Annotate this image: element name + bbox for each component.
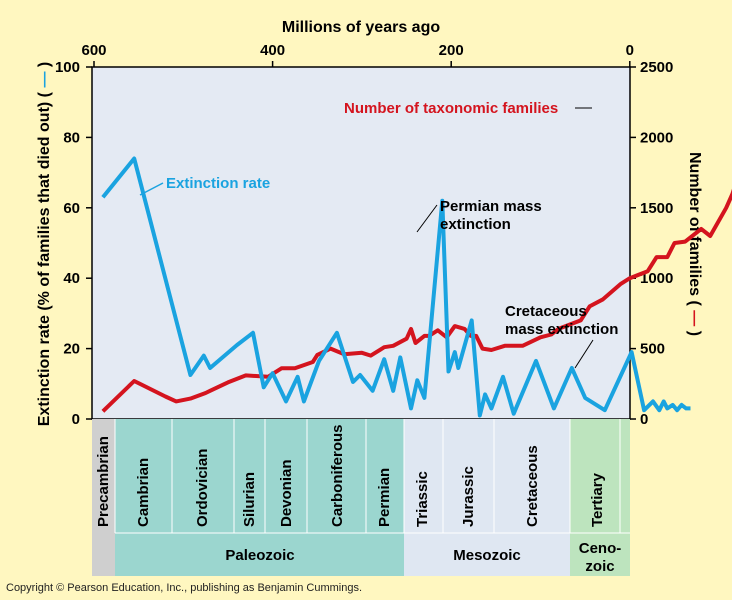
left-tick-label: 80 (63, 129, 80, 146)
period-labels: Precambrian Cambrian Ordovician Silurian Dev… (95, 424, 606, 527)
right-tick-label: 2500 (640, 59, 673, 76)
period-label-tertiary: Tertiary (589, 472, 606, 527)
geologic-timescale: Precambrian Cambrian Ordovician Silurian Dev… (92, 419, 630, 576)
period-label-triassic: Triassic (414, 471, 431, 527)
right-tick-label: 2000 (640, 129, 673, 146)
top-tick-label: 200 (439, 42, 464, 59)
right-axis-ticks: 0 500 1000 1500 2000 2500 (630, 59, 673, 428)
copyright-notice: Copyright © Pearson Education, Inc., pub… (6, 582, 363, 594)
extinction-leader-line (139, 182, 164, 196)
top-axis-ticks: 600 400 200 0 (81, 42, 634, 67)
cretaceous-annotation-line1: Cretaceous (505, 303, 587, 320)
plot-area (91, 66, 631, 420)
extinction-annotation: Extinction rate (166, 175, 270, 192)
period-label-silurian: Silurian (241, 472, 258, 527)
permian-annotation-line1: Permian mass (440, 198, 542, 215)
left-tick-label: 20 (63, 341, 80, 358)
right-tick-label: 1000 (640, 270, 673, 287)
period-label-permian: Permian (376, 468, 393, 527)
left-tick-label: 60 (63, 200, 80, 217)
period-label-cambrian: Cambrian (135, 458, 152, 527)
mesozoic-band (404, 419, 570, 576)
families-annotation: Number of taxonomic families (344, 100, 558, 117)
cretaceous-leader-line (574, 339, 594, 369)
extinction-legend-swatch: — (36, 67, 53, 92)
era-cenozoic-line1: Ceno- (579, 540, 622, 557)
cretaceous-annotation-line2: mass extinction (505, 321, 618, 338)
right-tick-label: 500 (640, 341, 665, 358)
right-axis-label-text: Number of families ( (686, 152, 703, 306)
left-axis-label-suffix: ) (36, 62, 53, 67)
permian-annotation-line2: extinction (440, 216, 511, 233)
left-tick-label: 0 (72, 411, 80, 428)
right-tick-label: 1500 (640, 200, 673, 217)
period-label-cretaceous: Cretaceous (524, 445, 541, 527)
paleozoic-band (115, 419, 404, 576)
right-axis-label-suffix: ) (686, 331, 703, 336)
top-tick-label: 600 (81, 42, 106, 59)
left-tick-label: 100 (55, 59, 80, 76)
period-dividers (114, 419, 621, 533)
permian-leader-line (416, 204, 438, 233)
top-tick-label: 0 (626, 42, 634, 59)
period-label-devonian: Devonian (278, 459, 295, 527)
right-axis-label: Number of families ( — ) (686, 152, 703, 336)
left-axis-label: Extinction rate (% of families that died… (36, 62, 53, 426)
families-legend-swatch: — (686, 306, 703, 331)
era-paleozoic: Paleozoic (225, 547, 294, 564)
period-label-jurassic: Jurassic (460, 466, 477, 527)
left-tick-label: 40 (63, 270, 80, 287)
left-axis-label-text: Extinction rate (% of families that died… (36, 91, 53, 426)
extinction-line (101, 156, 691, 418)
precambrian-band (92, 419, 115, 576)
left-axis-ticks: 0 20 40 60 80 100 (55, 59, 92, 428)
period-label-precambrian: Precambrian (95, 436, 112, 527)
era-mesozoic: Mesozoic (453, 547, 521, 564)
top-tick-label: 400 (260, 42, 285, 59)
top-axis-label: Millions of years ago (282, 19, 440, 36)
era-cenozoic-line2: zoic (585, 558, 614, 575)
families-line (101, 188, 732, 413)
period-label-ordovician: Ordovician (194, 449, 211, 527)
right-tick-label: 0 (640, 411, 648, 428)
period-label-carboniferous: Carboniferous (329, 424, 346, 527)
